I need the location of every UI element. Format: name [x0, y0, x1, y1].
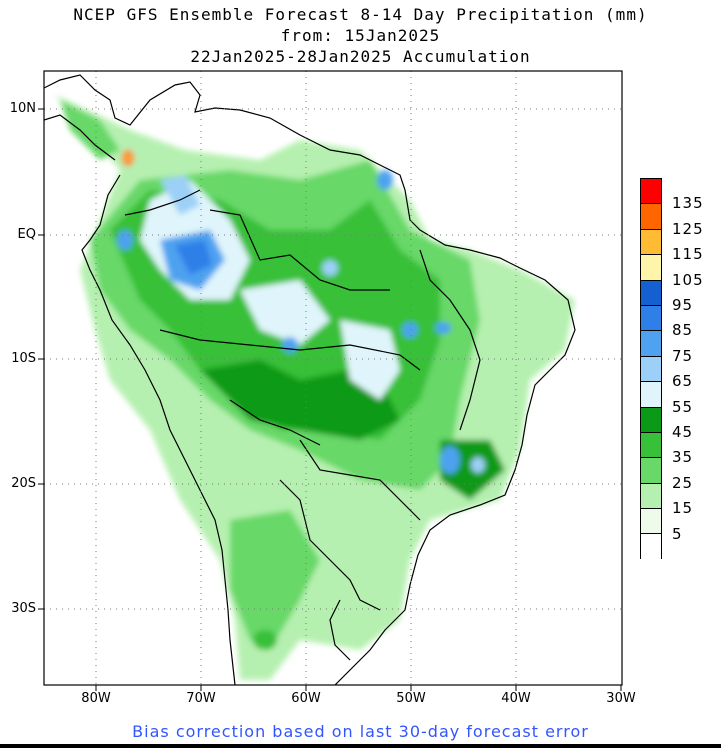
legend-label: 125	[672, 219, 704, 238]
legend-swatch	[640, 381, 662, 407]
lon-label-60w: 60W	[291, 691, 321, 706]
precip-35-south	[253, 630, 277, 650]
lon-label-40w: 40W	[501, 691, 531, 706]
legend-swatch	[640, 254, 662, 280]
legend-label: 115	[672, 245, 704, 264]
precip-55-center	[240, 280, 330, 345]
lat-label-10n: 10N	[9, 101, 36, 116]
precip-65-nw	[160, 175, 200, 215]
precip-25-panama	[60, 100, 120, 160]
legend-label: 95	[672, 296, 694, 314]
legend-swatch	[640, 279, 662, 305]
legend-label: 5	[672, 524, 683, 543]
precip-75-spot-5	[282, 337, 298, 353]
legend-swatch	[640, 406, 662, 432]
legend-label: 135	[672, 194, 704, 213]
lat-label-30s: 30S	[11, 601, 36, 616]
legend-label: 75	[672, 346, 694, 365]
legend-swatch	[640, 304, 662, 331]
title-line-1: NCEP GFS Ensemble Forecast 8-14 Day Prec…	[73, 5, 648, 24]
precip-field	[55, 95, 575, 680]
lat-label-eq: EQ	[17, 227, 36, 242]
legend-swatch	[640, 203, 662, 229]
legend-label: 85	[672, 321, 694, 340]
lon-label-80w: 80W	[81, 691, 111, 706]
legend-swatch	[640, 330, 662, 356]
legend-label: 45	[672, 423, 694, 441]
legend-swatch	[640, 457, 662, 483]
legend-label: 55	[672, 397, 694, 416]
precip-115-spot	[125, 154, 131, 162]
precip-85-west	[175, 240, 212, 275]
lat-label-10s: 10S	[11, 351, 36, 366]
precip-75-spot-4	[402, 322, 418, 338]
axis-ticks	[38, 108, 622, 691]
precip-75-spot-6	[435, 322, 451, 334]
legend-label: 35	[672, 448, 694, 467]
precip-55-east	[340, 320, 400, 400]
lon-label-50w: 50W	[396, 691, 426, 706]
precip-65-spot-1	[471, 457, 485, 473]
coastlines	[44, 74, 576, 685]
footer-note: Bias correction based on last 30-day for…	[132, 722, 589, 741]
legend-swatch	[640, 482, 662, 509]
title-line-3: 22Jan2025-28Jan2025 Accumulation	[190, 47, 531, 66]
legend-swatch	[640, 355, 662, 382]
lon-label-30w: 30W	[606, 691, 636, 706]
legend-swatch	[640, 508, 662, 534]
title-line-2: from: 15Jan2025	[280, 26, 441, 45]
map-frame	[43, 70, 623, 686]
color-legend: 135 125 115 105 95 85 75 65 55 45 35 25 15 5	[640, 178, 703, 559]
precip-65-spot-2	[322, 260, 338, 276]
precip-25-south	[230, 510, 320, 650]
legend-swatch	[640, 178, 662, 204]
lat-label-20s: 20S	[11, 476, 36, 491]
legend-swatch	[640, 431, 662, 458]
legend-label: 25	[672, 473, 694, 492]
precip-75-spot-1	[117, 230, 133, 250]
precip-75-spot-3	[377, 170, 393, 190]
bottom-rule	[0, 744, 721, 748]
lon-label-70w: 70W	[186, 691, 216, 706]
legend-label: 15	[672, 499, 694, 518]
legend-label: 65	[672, 372, 694, 391]
graticule	[44, 71, 622, 685]
legend-swatch	[640, 533, 662, 559]
legend-swatch	[640, 228, 662, 255]
legend-label: 105	[672, 270, 704, 289]
precip-75-spot-2	[440, 446, 460, 474]
